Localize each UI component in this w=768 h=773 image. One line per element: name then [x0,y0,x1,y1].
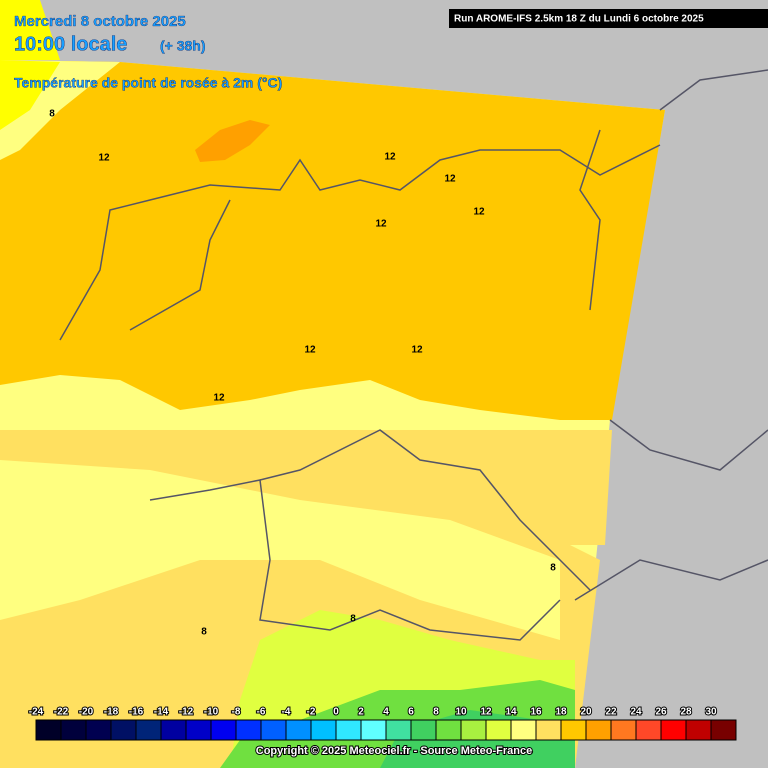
borders [59,69,768,641]
temperature-zone [0,0,60,60]
color-box [510,719,537,741]
colorbar-tick-label: -22 [54,707,69,718]
colorbar-tick-label: 18 [555,707,567,718]
color-box [660,719,687,741]
color-box [35,719,62,741]
contour-label: 12 [384,152,396,163]
color-box [185,719,212,741]
contour-label: 8 [350,614,356,625]
color-box [635,719,662,741]
temperature-zone [0,60,665,420]
time: 10:00 locale [14,33,127,55]
colorbar-tick-label: -20 [79,707,94,718]
color-box [535,719,562,741]
colorbar-tick-label: -6 [257,707,266,718]
colorbar-tick-label: 30 [705,707,717,718]
colorbar-tick-label: 12 [480,707,492,718]
color-box [410,719,437,741]
parameter: Température de point de rosée à 2m (°C) [14,75,282,91]
contour-label: 12 [375,219,387,230]
color-box [260,719,287,741]
colorbar-tick-label: -14 [154,707,169,718]
contour-label: 8 [550,563,556,574]
colorbar-tick-label: 6 [408,707,414,718]
color-box [710,719,737,741]
colorbar-tick-label: 2 [358,707,364,718]
color-box [160,719,187,741]
colorbar-tick-label: 10 [455,707,467,718]
date: Mercredi 8 octobre 2025 [14,13,186,30]
colorbar-tick-label: 0 [333,707,339,718]
colorbar-tick-label: 16 [530,707,542,718]
color-box [210,719,237,741]
color-box [310,719,337,741]
color-box [560,719,587,741]
colorbar-tick-label: 4 [383,707,389,718]
colorbar-tick-label: -10 [204,707,219,718]
color-box [235,719,262,741]
contour-label: 12 [304,345,316,356]
colorbar-tick-label: -2 [307,707,316,718]
color-box [360,719,387,741]
run-box [449,9,768,28]
contour-label: 12 [213,393,225,404]
contour-label: 12 [444,174,456,185]
temperature-zone [195,120,270,162]
colorbar-tick-label: -12 [179,707,194,718]
colorbar-tick-label: 24 [630,707,642,718]
contour-labels: 8 12 12 12 12 12 12 12 12 8 8 8 [49,109,556,638]
colorbar-tick-label: 14 [505,707,517,718]
background [0,0,300,60]
contour-label: 8 [49,109,55,120]
colorbar-tick-label: -8 [232,707,241,718]
colorbar-tick-label: -24 [29,707,44,718]
color-box [135,719,162,741]
contour-label: 8 [201,627,207,638]
colorbar-tick-label: 22 [605,707,617,718]
color-box [285,719,312,741]
color-box [110,719,137,741]
lead-time: (+ 38h) [160,38,206,54]
colorbar-tick-label: 26 [655,707,667,718]
colorbar: -24 -22 -20 -18 -16 -14 -12 -10 -8 -6 -4 -2 0 2 4 6 8 10 1… [28,706,737,741]
color-box [610,719,637,741]
color-box [435,719,462,741]
contour-label: 12 [411,345,423,356]
temperature-zone [0,430,612,545]
colorbar-tick-label: -18 [104,707,119,718]
color-box [385,719,412,741]
color-box [685,719,712,741]
colorbar-tick-label: -16 [129,707,144,718]
contour-label: 12 [98,153,110,164]
colorbar-tick-label: -4 [282,707,291,718]
color-box [335,719,362,741]
copyright: Copyright © 2025 Meteociel.fr - Source M… [256,745,532,757]
colorbar-tick-label: 20 [580,707,592,718]
contour-label: 12 [473,207,485,218]
temperature-zone [0,60,60,130]
color-box [460,719,487,741]
color-box [85,719,112,741]
color-box [60,719,87,741]
colorbar-tick-label: 8 [433,707,439,718]
color-box [485,719,512,741]
run-info: Run AROME-IFS 2.5km 18 Z du Lundi 6 octo… [454,14,704,25]
colorbar-tick-label: 28 [680,707,692,718]
color-box [585,719,612,741]
